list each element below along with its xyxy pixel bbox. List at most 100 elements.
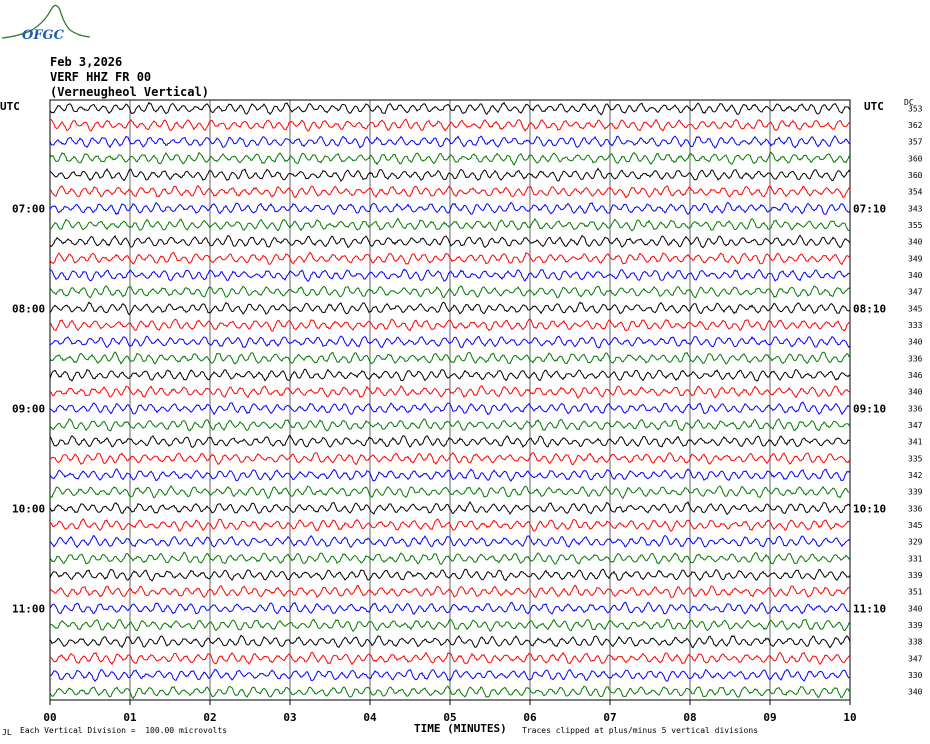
seismic-trace-line [49, 201, 851, 216]
dc-offset-label: 345 [908, 521, 923, 530]
seismic-trace-line [49, 368, 851, 382]
dc-offset-label: 339 [908, 571, 923, 580]
x-tick-label: 09 [763, 711, 776, 724]
x-tick-label: 00 [43, 711, 56, 724]
seismic-trace-line [49, 618, 851, 632]
right-time-label: 09:10 [853, 402, 886, 415]
seismic-trace-line [49, 651, 851, 666]
left-time-label: 11:00 [12, 602, 45, 615]
seismic-trace-line [49, 251, 851, 266]
dc-offset-label: 360 [908, 154, 923, 163]
dc-offset-label: 333 [908, 321, 923, 330]
seismic-trace-line [49, 134, 851, 149]
seismic-trace-line [49, 101, 851, 116]
seismic-trace-line [49, 451, 851, 466]
seismic-trace-line [49, 318, 851, 332]
left-time-label: 09:00 [12, 402, 45, 415]
seismic-trace-line [49, 584, 851, 599]
date-label: Feb 3,2026 [50, 55, 123, 69]
dc-offset-label: 340 [908, 271, 923, 280]
dc-offset-label: 340 [908, 238, 923, 247]
x-tick-label: 10 [843, 711, 856, 724]
dc-offset-label: 335 [908, 454, 923, 463]
seismic-trace-line [49, 385, 851, 399]
x-tick-label: 06 [523, 711, 537, 724]
dc-offset-label: 330 [908, 671, 923, 680]
seismic-trace-line [49, 634, 851, 649]
seismic-trace-line [49, 335, 851, 349]
dc-offset-label: 339 [908, 621, 923, 630]
left-time-label: 10:00 [12, 502, 45, 515]
dc-offset-label: 355 [908, 221, 923, 230]
dc-offset-label: 336 [908, 504, 923, 513]
dc-offset-label: 340 [908, 688, 923, 697]
dc-offset-label: 347 [908, 288, 923, 297]
location-label: (Verneugheol Vertical) [50, 85, 209, 99]
dc-offset-label: 329 [908, 538, 923, 547]
left-time-label: 07:00 [12, 202, 45, 215]
seismic-trace-line [49, 351, 851, 365]
right-time-label: 08:10 [853, 302, 886, 315]
dc-offset-label: 345 [908, 304, 923, 313]
seismic-trace-line [49, 601, 851, 615]
dc-offset-label: 346 [908, 371, 923, 380]
seismic-trace-line [49, 118, 851, 132]
seismic-trace-line [49, 184, 851, 199]
seismic-trace-line [49, 268, 851, 282]
dc-offset-label: 339 [908, 488, 923, 497]
dc-offset-label: 351 [908, 588, 923, 597]
dc-offset-label: 343 [908, 204, 923, 213]
logo-text: OFGC [22, 28, 65, 43]
dc-offset-label: 357 [908, 138, 923, 147]
seismic-trace-line [49, 401, 851, 416]
seismic-trace-line [49, 668, 851, 683]
dc-offset-label: 336 [908, 354, 923, 363]
corner-mark: JL [2, 728, 12, 737]
x-tick-label: 03 [283, 711, 296, 724]
dc-offset-label: 331 [908, 554, 923, 563]
dc-offset-label: 340 [908, 388, 923, 397]
seismic-trace-line [49, 551, 851, 565]
station-label: VERF HHZ FR 00 [50, 70, 152, 84]
seismic-trace-line [49, 484, 851, 500]
seismic-trace-line [49, 418, 851, 432]
seismic-trace-line [49, 468, 851, 482]
dc-offset-label: 340 [908, 604, 923, 613]
ofgc-logo: OFGC [1, 4, 90, 43]
left-timezone-label: UTC [0, 100, 20, 113]
right-time-label: 07:10 [853, 202, 886, 215]
dc-offset-label: 354 [908, 188, 923, 197]
scale-note: Each Vertical Division = 100.00 microvol… [20, 726, 228, 735]
right-time-label: 10:10 [853, 502, 886, 515]
x-tick-label: 07 [603, 711, 616, 724]
dc-offset-label: 338 [908, 638, 923, 647]
seismic-trace-line [49, 234, 851, 249]
dc-label: DC [904, 98, 914, 107]
seismic-trace-line [49, 167, 851, 182]
seismic-trace-line [49, 217, 851, 232]
dc-offset-label: 342 [908, 471, 923, 480]
right-timezone-label: UTC [864, 100, 884, 113]
seismic-trace-line [49, 434, 851, 448]
x-tick-label: 08 [683, 711, 696, 724]
dc-offset-label: 347 [908, 421, 923, 430]
x-tick-label: 01 [123, 711, 137, 724]
dc-offset-label: 341 [908, 438, 923, 447]
right-time-label: 11:10 [853, 602, 886, 615]
seismic-trace-line [49, 568, 851, 582]
dc-offset-label: 340 [908, 338, 923, 347]
seismic-trace-line [49, 301, 851, 316]
x-tick-label: 05 [443, 711, 456, 724]
dc-offset-label: 360 [908, 171, 923, 180]
x-tick-label: 02 [203, 711, 216, 724]
left-time-label: 08:00 [12, 302, 45, 315]
seismic-trace-line [49, 685, 851, 700]
dc-offset-label: 347 [908, 654, 923, 663]
dc-offset-label: 349 [908, 254, 923, 263]
seismic-trace-line [49, 534, 851, 549]
dc-offset-label: 362 [908, 121, 923, 130]
seismic-trace-line [49, 500, 851, 516]
seismic-trace-line [49, 285, 851, 299]
seismic-trace-line [49, 151, 851, 166]
